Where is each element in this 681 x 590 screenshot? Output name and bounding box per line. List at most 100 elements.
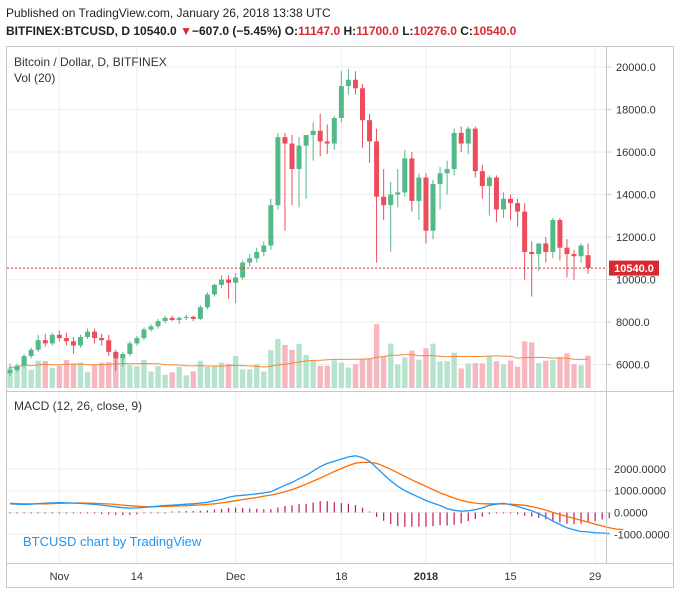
candle[interactable] bbox=[317, 113, 323, 157]
candle[interactable] bbox=[70, 336, 76, 354]
candle[interactable] bbox=[275, 132, 281, 210]
candlestick-series[interactable] bbox=[7, 69, 606, 377]
high-label: H: bbox=[343, 24, 357, 38]
candle[interactable] bbox=[515, 198, 521, 227]
candle[interactable] bbox=[402, 149, 408, 197]
candle[interactable] bbox=[430, 179, 436, 240]
candle[interactable] bbox=[42, 333, 48, 347]
candle[interactable] bbox=[543, 237, 549, 263]
candle[interactable] bbox=[21, 353, 27, 368]
volume-bar bbox=[380, 356, 387, 388]
candle[interactable] bbox=[374, 128, 380, 263]
candle[interactable] bbox=[190, 315, 196, 322]
candle[interactable] bbox=[148, 324, 154, 332]
candle[interactable] bbox=[381, 169, 387, 221]
candle[interactable] bbox=[578, 243, 584, 263]
volume-bar bbox=[176, 366, 182, 388]
candle[interactable] bbox=[367, 113, 373, 163]
candle[interactable] bbox=[486, 175, 492, 216]
candle[interactable] bbox=[240, 260, 246, 280]
candle[interactable] bbox=[508, 194, 514, 221]
candle[interactable] bbox=[99, 333, 105, 346]
candle[interactable] bbox=[310, 122, 316, 161]
candle[interactable] bbox=[92, 328, 98, 344]
candle[interactable] bbox=[465, 126, 471, 155]
candle[interactable] bbox=[493, 175, 499, 223]
candle[interactable] bbox=[233, 273, 239, 303]
candle[interactable] bbox=[261, 241, 267, 257]
candle[interactable] bbox=[113, 349, 119, 371]
candle[interactable] bbox=[479, 164, 485, 199]
candle-body bbox=[402, 158, 408, 193]
price-tick-label: 6000.0 bbox=[616, 360, 650, 372]
volume-bar bbox=[190, 371, 196, 388]
volume-bar bbox=[317, 365, 323, 388]
candle[interactable] bbox=[444, 160, 450, 195]
candle[interactable] bbox=[78, 334, 83, 348]
candle[interactable] bbox=[141, 327, 147, 341]
volume-bar bbox=[7, 367, 13, 388]
candle[interactable] bbox=[451, 128, 457, 176]
candle[interactable] bbox=[437, 166, 443, 210]
candle[interactable] bbox=[197, 305, 203, 320]
candle[interactable] bbox=[35, 334, 41, 352]
candle[interactable] bbox=[501, 192, 506, 218]
candle[interactable] bbox=[282, 132, 288, 231]
candle[interactable] bbox=[254, 247, 260, 263]
candle[interactable] bbox=[360, 84, 365, 148]
candle[interactable] bbox=[268, 198, 274, 250]
candle[interactable] bbox=[120, 351, 126, 367]
candle[interactable] bbox=[522, 203, 528, 280]
candle[interactable] bbox=[423, 173, 429, 244]
candle[interactable] bbox=[49, 332, 55, 346]
candle[interactable] bbox=[324, 124, 330, 155]
candle[interactable] bbox=[56, 330, 62, 342]
candle[interactable] bbox=[395, 169, 401, 208]
candle[interactable] bbox=[388, 181, 394, 252]
candle[interactable] bbox=[134, 335, 140, 346]
candle[interactable] bbox=[226, 275, 232, 299]
volume-bar bbox=[106, 362, 112, 388]
candle[interactable] bbox=[338, 71, 344, 123]
candle[interactable] bbox=[345, 69, 351, 95]
candle[interactable] bbox=[564, 239, 570, 278]
candle[interactable] bbox=[176, 316, 182, 325]
watermark: BTCUSD chart by TradingView bbox=[23, 534, 202, 549]
candle[interactable] bbox=[85, 328, 91, 340]
candle[interactable] bbox=[571, 249, 577, 280]
candle[interactable] bbox=[247, 254, 253, 267]
candle-body bbox=[127, 343, 133, 354]
close-label: C: bbox=[460, 24, 473, 38]
time-tick-label: 29 bbox=[589, 571, 601, 583]
candle[interactable] bbox=[296, 137, 302, 208]
candle[interactable] bbox=[127, 341, 133, 357]
candle[interactable] bbox=[169, 315, 175, 322]
candle[interactable] bbox=[7, 363, 13, 377]
candle[interactable] bbox=[352, 71, 358, 95]
candle[interactable] bbox=[458, 126, 464, 153]
candle[interactable] bbox=[219, 275, 224, 289]
candle-body bbox=[529, 251, 535, 255]
candle[interactable] bbox=[331, 115, 337, 150]
candle[interactable] bbox=[550, 217, 556, 259]
candle[interactable] bbox=[204, 292, 210, 310]
candle[interactable] bbox=[416, 173, 422, 221]
candle[interactable] bbox=[536, 243, 542, 272]
candle[interactable] bbox=[28, 347, 34, 359]
candle[interactable] bbox=[529, 241, 535, 297]
candle[interactable] bbox=[409, 152, 415, 212]
candle[interactable] bbox=[472, 126, 478, 178]
candle[interactable] bbox=[155, 318, 161, 329]
candle[interactable] bbox=[303, 135, 309, 199]
candle[interactable] bbox=[585, 243, 591, 274]
candle[interactable] bbox=[557, 217, 563, 261]
candle[interactable] bbox=[162, 315, 168, 324]
candle[interactable] bbox=[183, 314, 189, 320]
candle[interactable] bbox=[14, 363, 20, 373]
candle[interactable] bbox=[211, 283, 217, 297]
candle[interactable] bbox=[289, 135, 295, 206]
candle[interactable] bbox=[63, 332, 69, 346]
price-tick-label: 20000.0 bbox=[616, 62, 656, 74]
candle[interactable] bbox=[106, 334, 112, 357]
